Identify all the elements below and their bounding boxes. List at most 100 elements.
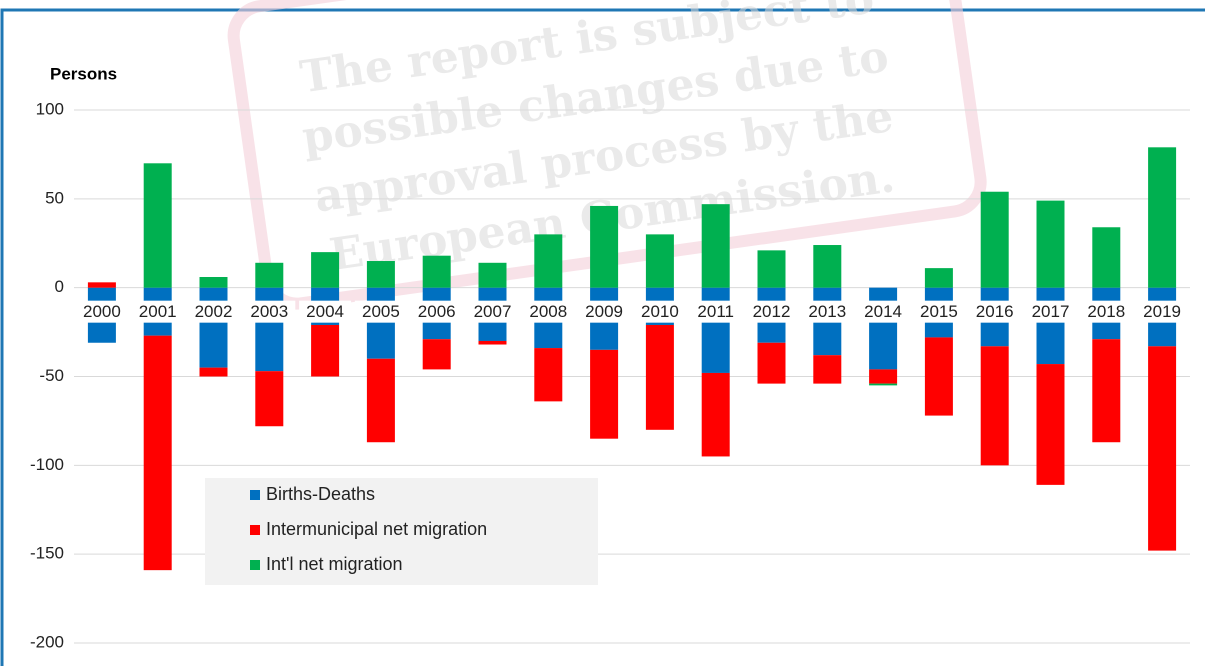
y-tick-label: 50 <box>45 188 64 207</box>
y-axis-label: Persons <box>50 64 117 83</box>
bar <box>366 287 395 359</box>
bar <box>87 282 116 288</box>
x-tick-label: 2003 <box>250 302 288 321</box>
bar <box>1148 147 1177 288</box>
bar <box>1036 287 1065 365</box>
bar <box>645 234 674 288</box>
bar <box>1148 346 1177 551</box>
bar <box>199 287 228 368</box>
bar <box>311 252 340 288</box>
x-label-bg <box>1024 300 1077 323</box>
legend-box <box>205 478 598 585</box>
x-tick-label: 2017 <box>1032 302 1070 321</box>
y-tick-label: 0 <box>55 277 64 296</box>
bar <box>478 340 507 345</box>
bar <box>199 367 228 377</box>
bar <box>813 245 842 288</box>
x-label-bg <box>578 300 631 323</box>
y-tick-label: -150 <box>30 544 64 563</box>
x-label-bg <box>354 300 407 323</box>
y-tick-label: -200 <box>30 632 64 651</box>
x-label-bg <box>1080 300 1133 323</box>
x-label-bg <box>131 300 184 323</box>
x-label-bg <box>410 300 463 323</box>
bar <box>590 349 619 439</box>
bar <box>422 255 451 288</box>
bar <box>701 204 730 288</box>
bar <box>1036 200 1065 288</box>
x-label-bg <box>522 300 575 323</box>
x-label-bg <box>633 300 686 323</box>
x-tick-label: 2018 <box>1087 302 1125 321</box>
x-label-bg <box>857 300 910 323</box>
bar <box>366 261 395 288</box>
x-tick-label: 2008 <box>529 302 567 321</box>
bar <box>590 205 619 288</box>
bar <box>143 163 172 288</box>
bar <box>255 262 284 288</box>
legend-swatch <box>250 525 260 535</box>
x-tick-label: 2013 <box>808 302 846 321</box>
bar <box>199 277 228 288</box>
bar <box>869 369 898 384</box>
bar <box>422 339 451 370</box>
x-tick-label: 2015 <box>920 302 958 321</box>
x-tick-label: 2005 <box>362 302 400 321</box>
bar <box>757 342 786 384</box>
bar <box>1092 227 1121 288</box>
bar <box>701 287 730 373</box>
x-label-bg <box>75 300 128 323</box>
bar <box>980 191 1009 288</box>
x-tick-label: 2004 <box>306 302 344 321</box>
bar <box>645 324 674 430</box>
x-tick-label: 2019 <box>1143 302 1181 321</box>
bar <box>924 337 953 416</box>
bar <box>311 324 340 377</box>
legend-label: Intermunicipal net migration <box>266 519 487 539</box>
bar <box>1092 339 1121 443</box>
x-label-bg <box>243 300 296 323</box>
bar <box>701 372 730 457</box>
x-tick-label: 2012 <box>753 302 791 321</box>
bar <box>1036 364 1065 485</box>
bar <box>813 355 842 384</box>
bar <box>924 268 953 288</box>
bar <box>534 234 563 288</box>
x-tick-label: 2010 <box>641 302 679 321</box>
bar <box>869 287 898 370</box>
bar <box>980 346 1009 466</box>
x-tick-label: 2001 <box>139 302 177 321</box>
x-label-bg <box>187 300 240 323</box>
y-tick-label: -50 <box>39 366 64 385</box>
bar <box>478 262 507 288</box>
legend-label: Births-Deaths <box>266 484 375 504</box>
x-tick-label: 2009 <box>585 302 623 321</box>
bar <box>255 371 284 427</box>
x-tick-label: 2014 <box>864 302 902 321</box>
bar <box>366 358 395 443</box>
bar <box>869 383 898 386</box>
x-tick-label: 2011 <box>697 302 734 321</box>
x-label-bg <box>968 300 1021 323</box>
y-tick-label: -100 <box>30 455 64 474</box>
bar <box>757 250 786 288</box>
bar <box>255 287 284 372</box>
x-label-bg <box>745 300 798 323</box>
x-tick-label: 2007 <box>474 302 512 321</box>
bar <box>143 335 172 571</box>
x-tick-label: 2006 <box>418 302 456 321</box>
x-label-bg <box>466 300 519 323</box>
watermark-box <box>227 0 987 310</box>
x-tick-label: 2002 <box>195 302 233 321</box>
frame <box>0 8 1205 666</box>
y-tick-label: 100 <box>36 99 64 118</box>
x-label-bg <box>1136 300 1189 323</box>
x-tick-label: 2016 <box>976 302 1014 321</box>
legend-label: Int'l net migration <box>266 554 403 574</box>
legend-swatch <box>250 490 260 500</box>
x-label-bg <box>801 300 854 323</box>
x-label-bg <box>912 300 965 323</box>
x-tick-label: 2000 <box>83 302 121 321</box>
x-label-bg <box>689 300 742 323</box>
